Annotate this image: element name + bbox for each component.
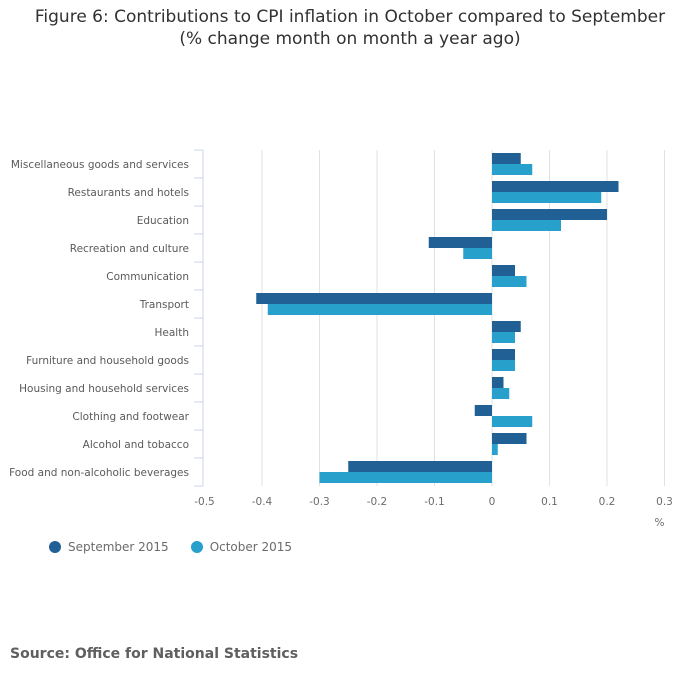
bar-september[interactable] (492, 349, 515, 360)
category-label: Miscellaneous goods and services (11, 159, 189, 171)
x-tick-label: 0.1 (541, 496, 558, 508)
bar-september[interactable] (492, 209, 607, 220)
bar-september[interactable] (492, 321, 521, 332)
category-label: Alcohol and tobacco (83, 439, 189, 451)
legend-item-september[interactable]: September 2015 (49, 540, 169, 554)
bar-october[interactable] (492, 332, 515, 343)
gridlines (261, 150, 665, 486)
bar-september[interactable] (256, 293, 492, 304)
legend: September 2015 October 2015 (49, 540, 292, 554)
bar-october[interactable] (492, 416, 533, 427)
legend-item-october[interactable]: October 2015 (190, 540, 293, 554)
bar-september[interactable] (492, 265, 515, 276)
legend-marker-october (190, 541, 203, 553)
x-tick-label: -0.5 (194, 496, 215, 508)
category-label: Clothing and footwear (72, 411, 189, 423)
x-tick-label: -0.2 (367, 496, 388, 508)
bar-october[interactable] (319, 472, 493, 483)
source-note: Source: Office for National Statistics (10, 646, 299, 662)
x-axis-label: % (655, 517, 665, 529)
chart-title: Figure 6: Contributions to CPI inflation… (34, 7, 666, 27)
bar-september[interactable] (492, 153, 521, 164)
bar-september[interactable] (474, 405, 492, 416)
bar-october[interactable] (492, 360, 515, 371)
category-label: Restaurants and hotels (68, 187, 189, 199)
x-tick-label: 0.2 (599, 496, 616, 508)
category-label: Housing and household services (19, 383, 189, 395)
bar-october[interactable] (463, 248, 492, 259)
category-label: Food and non-alcoholic beverages (9, 467, 189, 479)
bar-september[interactable] (428, 237, 492, 248)
category-label: Transport (139, 299, 189, 311)
x-tick-label: -0.4 (252, 496, 273, 508)
value-axis: -0.5 -0.4 -0.3 -0.2 -0.1 0 0.1 0.2 0.3% (194, 496, 673, 529)
legend-label-october: October 2015 (209, 540, 293, 554)
category-axis: Miscellaneous goods and services Restaura… (9, 149, 204, 487)
bar-september[interactable] (492, 433, 527, 444)
chart-subtitle: (% change month on month a year ago) (179, 29, 521, 49)
bar-september[interactable] (492, 377, 504, 388)
x-tick-label: -0.3 (309, 496, 330, 508)
legend-label-september: September 2015 (68, 540, 169, 554)
bar-october[interactable] (492, 192, 602, 203)
bar-chart: Miscellaneous goods and services Restaura… (9, 149, 673, 529)
x-tick-label: -0.1 (424, 496, 445, 508)
bar-october[interactable] (492, 276, 527, 287)
legend-marker-september (49, 541, 61, 553)
bar-october[interactable] (492, 444, 498, 455)
chart-title-block: Figure 6: Contributions to CPI inflation… (0, 6, 700, 50)
bar-september[interactable] (492, 181, 619, 192)
bar-september[interactable] (348, 461, 492, 472)
category-label: Health (155, 327, 189, 339)
category-label: Recreation and culture (70, 243, 189, 255)
x-tick-label: 0.3 (656, 496, 673, 508)
x-tick-label: 0 (489, 496, 496, 508)
bar-october[interactable] (492, 164, 533, 175)
bar-october[interactable] (492, 220, 561, 231)
bars (256, 153, 619, 483)
bar-october[interactable] (492, 388, 510, 399)
category-label: Furniture and household goods (26, 355, 189, 367)
category-label: Education (137, 215, 189, 227)
category-label: Communication (106, 271, 189, 283)
bar-october[interactable] (267, 304, 492, 315)
